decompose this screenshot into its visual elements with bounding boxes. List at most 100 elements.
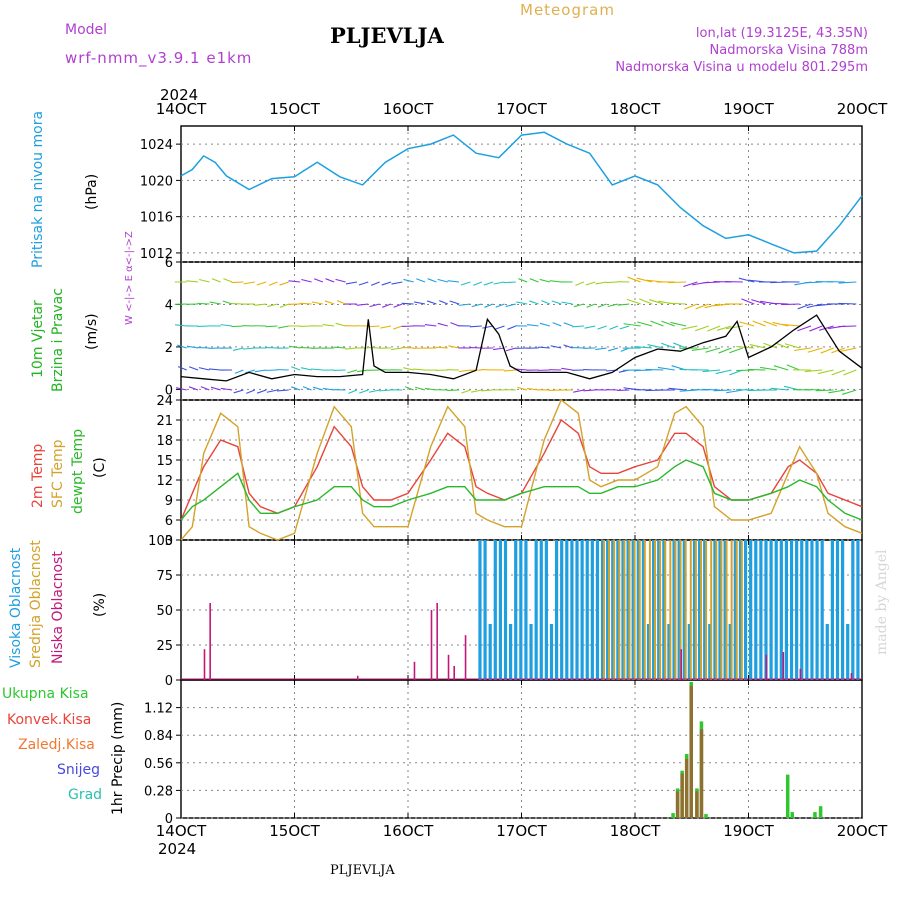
- wind-arrow: [301, 278, 312, 283]
- high-cloud-bar: [841, 540, 845, 680]
- wind-arrow: [404, 386, 414, 391]
- wind-arrow: [634, 369, 653, 372]
- high-cloud-bar: [835, 540, 840, 680]
- wind-arrow: [563, 322, 573, 327]
- wind-arrow: [563, 344, 573, 349]
- high-cloud-bar: [652, 540, 656, 680]
- wind-arrow: [797, 325, 812, 332]
- high-cloud-bar: [560, 540, 564, 680]
- wind-arrow: [586, 303, 596, 308]
- low-cloud-bar: [356, 675, 359, 680]
- wind-arrow: [198, 367, 210, 371]
- high-cloud-bar: [703, 540, 707, 680]
- wind-arrow: [279, 303, 290, 308]
- wind-arrow: [584, 325, 596, 329]
- high-cloud-bar: [759, 540, 763, 680]
- wind-arrow: [335, 322, 346, 327]
- wind-arrow: [222, 300, 233, 305]
- wind-arrow: [359, 389, 369, 394]
- wind-arrow: [775, 342, 789, 349]
- wind-arrow: [313, 278, 324, 283]
- precip-conv-bar: [680, 773, 684, 818]
- wind-arrow: [437, 322, 448, 327]
- high-cloud-bar: [580, 540, 584, 680]
- high-cloud-bar: [641, 540, 646, 680]
- temp-sfc-line: [180, 398, 863, 541]
- high-cloud-bar: [585, 540, 589, 680]
- wind-arrow: [198, 278, 210, 283]
- ytick-label: 1.12: [144, 702, 173, 717]
- mid-cloud-bar: [679, 540, 682, 680]
- wind-arrow: [763, 342, 778, 349]
- high-cloud-bar: [856, 540, 860, 680]
- wind-arrow: [505, 303, 516, 308]
- wind-arrow: [585, 281, 596, 286]
- wind-arrow: [495, 325, 505, 330]
- wind-arrow: [726, 389, 743, 394]
- wind-arrow: [668, 387, 687, 391]
- wind-arrow: [335, 278, 346, 283]
- low-cloud-bar: [447, 654, 450, 680]
- xtick-label-bottom: 20OCT: [837, 822, 888, 840]
- wind-arrow: [573, 389, 585, 393]
- ytick-label: 0.56: [144, 757, 173, 772]
- wind-arrow: [460, 281, 471, 286]
- wind-arrow: [718, 347, 732, 354]
- wind-arrow: [200, 386, 210, 391]
- wind-arrow: [358, 281, 369, 286]
- high-cloud-bar: [544, 540, 548, 680]
- high-cloud-bar: [692, 540, 697, 680]
- mid-cloud-bar: [699, 540, 702, 680]
- wind-arrow: [461, 389, 471, 394]
- pressure-line: [180, 131, 863, 254]
- wind-arrow: [177, 344, 187, 349]
- wind-unit: (m/s): [84, 313, 100, 350]
- wind-arrow: [561, 367, 573, 371]
- wind-arrow: [838, 281, 857, 284]
- wind-arrow: [234, 369, 244, 374]
- ytick-label: 9: [165, 494, 173, 509]
- ytick-label: 12: [156, 474, 173, 489]
- xtick-label-top: 20OCT: [837, 100, 888, 118]
- mid-cloud-bar: [628, 540, 631, 680]
- wind-arrow: [804, 388, 823, 391]
- high-cloud-bar: [789, 540, 794, 680]
- ytick-label: 100: [148, 534, 173, 549]
- wind-arrow: [702, 369, 721, 373]
- wind-arrow: [739, 321, 755, 327]
- high-cloud-bar: [677, 540, 681, 680]
- high-cloud-bar: [774, 540, 778, 680]
- wind-arrow: [231, 325, 244, 328]
- wind-arrow: [381, 281, 392, 286]
- wind-arrow: [175, 324, 187, 327]
- wind-arrow: [552, 322, 562, 327]
- ytick-label: 0: [165, 383, 173, 398]
- wind-arrow: [831, 369, 846, 376]
- wind-arrow: [673, 342, 687, 349]
- wind-arrow: [539, 278, 551, 283]
- wind-arrow: [424, 324, 437, 327]
- wind-arrow: [694, 325, 709, 332]
- wind-arrow: [606, 281, 619, 284]
- temp-dewpt-line: [180, 459, 863, 521]
- wind-arrow: [265, 325, 278, 328]
- cloud-ylabel-high: Visoka Oblacnost: [8, 547, 24, 668]
- high-cloud-bar: [524, 540, 528, 680]
- precip-conv-bar: [695, 791, 699, 818]
- wind-arrow: [459, 369, 471, 373]
- wind-arrow: [312, 386, 324, 391]
- wind-arrow: [817, 369, 834, 375]
- wind-arrow: [647, 344, 664, 349]
- xtick-label-bottom: 14OCT: [156, 822, 207, 840]
- wind-arrow: [781, 303, 800, 306]
- wind-arrow: [705, 347, 721, 353]
- wind-arrow: [607, 303, 619, 308]
- wind-arrow: [311, 301, 323, 305]
- low-cloud-bar: [680, 649, 682, 680]
- wind-arrow: [177, 366, 187, 371]
- wind-arrow: [345, 281, 358, 285]
- ytick-label: 15: [156, 454, 173, 469]
- wind-arrow: [288, 280, 301, 283]
- wind-arrow: [684, 303, 698, 310]
- precip-ylabel: 1hr Precip (mm): [110, 702, 126, 815]
